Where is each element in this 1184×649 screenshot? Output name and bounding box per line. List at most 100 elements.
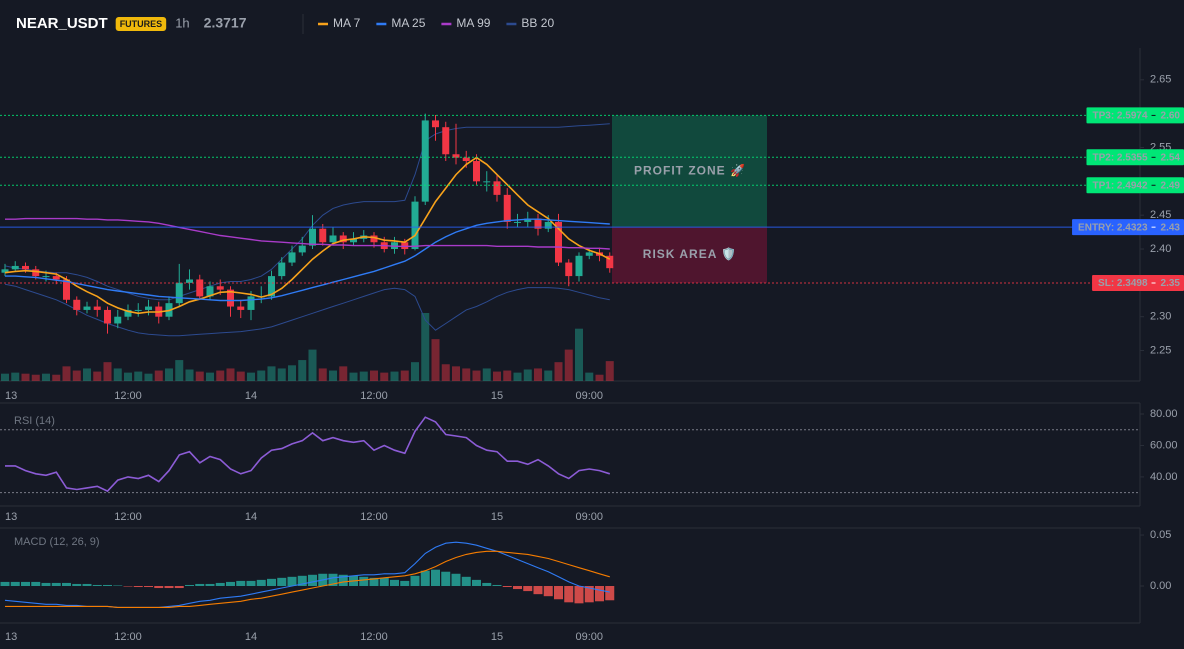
volume-bar [216,370,225,381]
candle-body [503,194,511,222]
y-tick-label: 0.00 [1150,580,1171,592]
level-axis-label: 2.60 [1161,111,1181,122]
x-tick-label: 12:00 [360,390,388,402]
x-tick-label: 14 [245,631,257,643]
x-tick-label: 12:00 [114,390,142,402]
macd-histogram [277,577,287,586]
candle-body [319,228,327,243]
candle-body [196,279,204,297]
macd-histogram [461,576,471,586]
candle-body [11,265,19,270]
x-tick-label: 09:00 [575,631,603,643]
volume-bar [206,372,214,381]
candle-body [575,255,583,277]
candle-body [63,279,70,300]
volume-bar [462,368,471,381]
level-label: TP3: 2.5974 [1092,111,1147,122]
candle-body [432,120,439,128]
volume-bar [359,371,368,381]
candle-body [145,306,152,310]
volume-bar [564,349,573,381]
macd-histogram [267,578,276,586]
volume-bar [226,368,235,381]
macd-histogram [308,574,317,586]
volume-bar [431,339,440,381]
y-tick-label: 2.65 [1150,74,1171,86]
y-tick-label: 2.25 [1150,344,1171,356]
volume-bar [595,374,604,381]
candle-body [278,262,286,277]
volume-bar [175,360,184,381]
macd-histogram [113,585,123,586]
candle-body [124,309,132,317]
candle-body [83,306,91,310]
macd-histogram [82,583,92,586]
volume-bar [113,368,122,381]
y-tick-label: 2.40 [1150,243,1171,255]
volume-bar [318,368,327,381]
macd-histogram [379,577,389,586]
y-tick-label: 80.00 [1150,408,1178,420]
ma-line [4,156,611,315]
candle-body [514,221,521,223]
legend-label: MA 25 [391,16,425,30]
volume-bar [441,364,450,381]
macd-histogram [185,584,194,586]
macd-histogram [338,574,348,586]
legend-label: BB 20 [521,16,554,30]
level-label: SL: 2.3498 [1098,278,1148,289]
macd-line [5,550,610,608]
x-tick-label: 14 [245,390,257,402]
macd-histogram [420,570,430,586]
x-tick-label: 12:00 [360,511,388,523]
candle-body [268,276,275,297]
badge-bg [115,17,167,31]
interval: 1h [175,15,189,30]
volume-bar [236,371,245,381]
volume-bar [42,373,50,381]
macd-histogram [92,584,102,586]
candle-body [493,181,501,195]
macd-histogram [605,585,615,601]
volume-bar [103,362,112,381]
level-tag [1072,219,1184,236]
macd-histogram [195,583,205,586]
candle-body [442,127,450,155]
macd-histogram [400,580,410,586]
legend-label: MA 7 [333,16,361,30]
candle-body [247,296,255,310]
candle-body [421,120,429,202]
level-axis-label: 2.49 [1161,180,1181,191]
x-tick-label: 13 [5,390,17,402]
volume-bar [144,373,153,381]
macd-histogram [564,585,574,603]
volume-bar [257,370,266,381]
macd-histogram [502,585,512,588]
volume-bar [195,371,204,381]
volume-bar [11,372,20,381]
volume-bar [93,371,102,381]
macd-title: MACD (12, 26, 9) [14,536,100,548]
macd-histogram [584,585,594,603]
candle-body [32,269,40,277]
candle-body [93,306,101,310]
candle-body [134,309,142,311]
volume-bar [534,368,542,381]
macd-histogram [359,576,369,586]
level-label: TP1: 2.4942 [1092,180,1147,191]
x-tick-label: 13 [5,631,17,643]
volume-bar [421,313,430,381]
candle-body [298,245,306,253]
macd-histogram [554,585,563,600]
macd-histogram [297,575,307,586]
macd-histogram [390,579,399,586]
volume-bar [411,362,419,381]
macd-histogram [123,585,133,587]
candle-body [73,299,81,310]
volume-bar [298,360,307,381]
candle-body [52,276,60,280]
y-tick-label: 60.00 [1150,439,1178,451]
macd-histogram [10,581,20,586]
last-price: 2.3717 [204,15,247,31]
volume-bar [124,372,132,381]
